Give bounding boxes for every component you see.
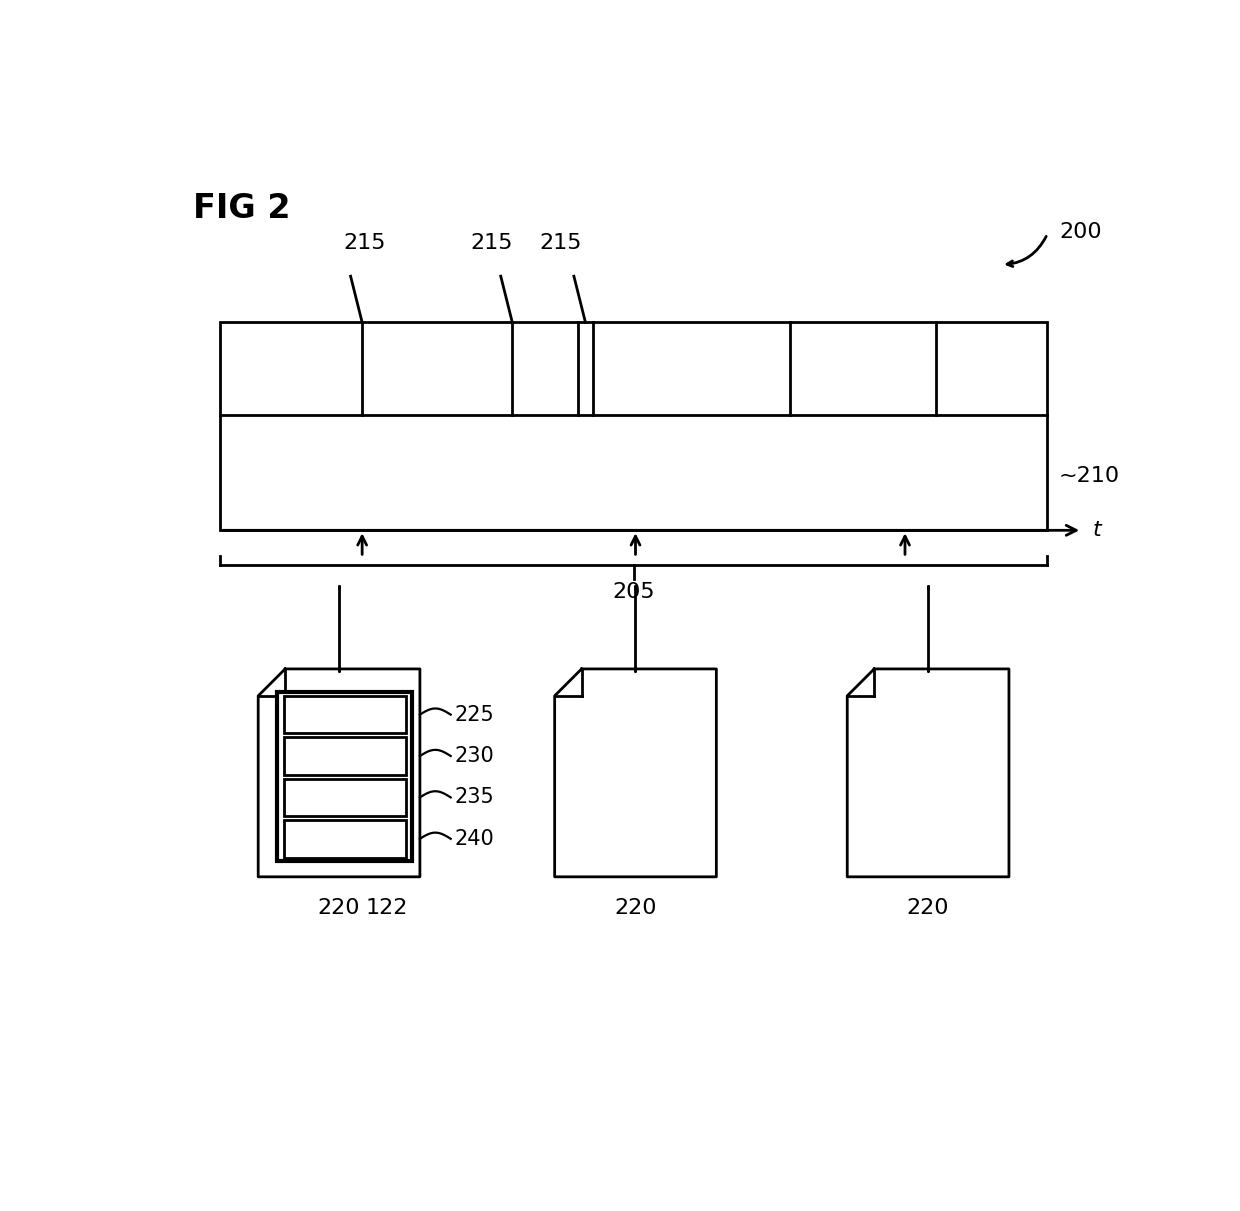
Text: t: t [1092,521,1101,540]
Text: 235: 235 [455,787,495,808]
Text: 215: 215 [343,234,386,253]
Bar [219,322,1048,530]
Bar [284,696,405,734]
Bar [284,820,405,857]
Text: 220: 220 [614,899,657,918]
Text: FIG 2: FIG 2 [192,191,290,224]
Text: 215: 215 [470,234,512,253]
Text: 122: 122 [366,899,408,918]
Text: 200: 200 [1059,223,1101,242]
Text: 220: 220 [317,899,361,918]
Bar [284,737,405,775]
Bar [278,691,412,861]
Text: 230: 230 [455,746,495,767]
Bar [284,779,405,816]
Text: 220: 220 [906,899,950,918]
Text: 225: 225 [455,705,495,724]
Text: 240: 240 [455,828,495,849]
Text: 215: 215 [539,234,582,253]
Text: 205: 205 [613,582,655,602]
Text: ~210: ~210 [1059,466,1120,487]
